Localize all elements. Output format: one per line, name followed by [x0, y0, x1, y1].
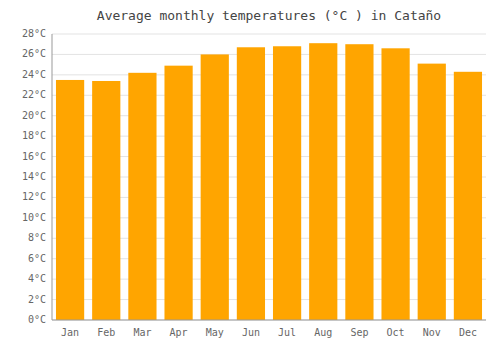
- chart: 0°C 2°C 4°C 6°C 8°C 10°C 12°C 14°C 16°C 18°C 20°C 2…: [0, 0, 500, 350]
- y-tick-label: 16°C: [22, 151, 46, 162]
- x-tick-label: Oct: [387, 327, 405, 338]
- y-tick-label: 20°C: [22, 110, 46, 121]
- bar: [237, 47, 265, 320]
- y-tick-label: 8°C: [28, 232, 46, 243]
- grid-line: [52, 320, 486, 321]
- y-tick-label: 2°C: [28, 294, 46, 305]
- x-tick-label: Apr: [170, 327, 188, 338]
- y-tick-label: 6°C: [28, 253, 46, 264]
- x-axis: Jan Feb Mar Apr May Jun Jul Aug Sep Oct Nov Dec: [61, 327, 477, 338]
- y-tick-label: 10°C: [22, 212, 46, 223]
- bar: [56, 80, 84, 320]
- bar: [164, 66, 192, 320]
- bar: [201, 54, 229, 320]
- y-tick-label: 28°C: [22, 28, 46, 39]
- bars: [56, 43, 482, 320]
- grid: [52, 34, 486, 320]
- x-tick-label: Aug: [314, 327, 332, 338]
- y-tick-label: 18°C: [22, 130, 46, 141]
- bar: [309, 43, 337, 320]
- y-tick-label: 14°C: [22, 171, 46, 182]
- x-tick-label: Jan: [61, 327, 79, 338]
- y-axis: 0°C 2°C 4°C 6°C 8°C 10°C 12°C 14°C 16°C 18°C 20°C 2…: [22, 28, 46, 325]
- y-axis-line: [52, 34, 53, 320]
- y-tick-label: 0°C: [28, 314, 46, 325]
- bar: [345, 44, 373, 320]
- y-tick-label: 4°C: [28, 273, 46, 284]
- y-tick-label: 26°C: [22, 48, 46, 59]
- x-tick-label: Jun: [242, 327, 260, 338]
- bar: [92, 81, 120, 320]
- y-tick-label: 22°C: [22, 89, 46, 100]
- bar: [381, 48, 409, 320]
- title: Average monthly temperatures (°C ) in Ca…: [97, 8, 441, 23]
- x-tick-label: Jul: [278, 327, 296, 338]
- x-tick-label: Dec: [459, 327, 477, 338]
- x-tick-label: Sep: [350, 327, 368, 338]
- y-tick-label: 12°C: [22, 191, 46, 202]
- x-axis-line: [52, 320, 486, 321]
- y-tick-label: 24°C: [22, 69, 46, 80]
- grid-line: [52, 54, 486, 55]
- bar: [273, 46, 301, 320]
- bar: [128, 73, 156, 320]
- x-tick-label: Feb: [97, 327, 115, 338]
- grid-line: [52, 34, 486, 35]
- x-tick-label: Mar: [133, 327, 151, 338]
- x-tick-label: Nov: [423, 327, 441, 338]
- bar: [454, 72, 482, 320]
- x-tick-label: May: [206, 327, 224, 338]
- chart-container: 0°C 2°C 4°C 6°C 8°C 10°C 12°C 14°C 16°C 18°C 20°C 2…: [0, 0, 500, 350]
- bar: [418, 64, 446, 320]
